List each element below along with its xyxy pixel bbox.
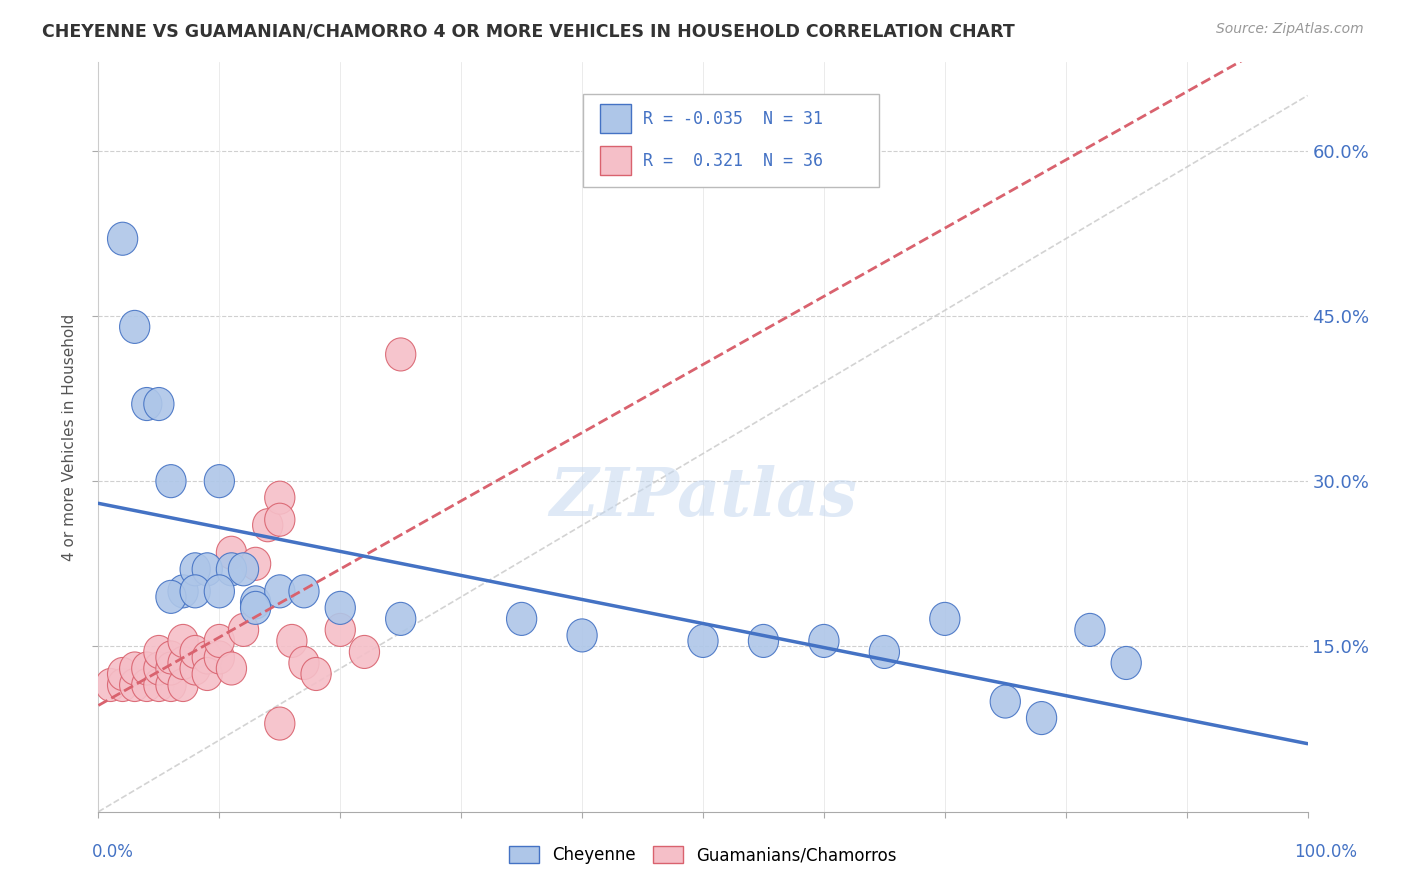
Ellipse shape (217, 652, 246, 685)
Ellipse shape (204, 624, 235, 657)
Ellipse shape (264, 503, 295, 536)
Ellipse shape (120, 310, 150, 343)
Ellipse shape (193, 553, 222, 586)
Ellipse shape (167, 668, 198, 701)
Ellipse shape (217, 536, 246, 569)
Ellipse shape (132, 668, 162, 701)
Ellipse shape (929, 602, 960, 635)
Ellipse shape (688, 624, 718, 657)
Ellipse shape (1074, 614, 1105, 647)
Ellipse shape (156, 668, 186, 701)
Ellipse shape (167, 647, 198, 680)
Ellipse shape (301, 657, 332, 690)
Ellipse shape (325, 591, 356, 624)
Ellipse shape (180, 635, 211, 668)
Ellipse shape (385, 338, 416, 371)
Ellipse shape (120, 652, 150, 685)
Text: R =  0.321  N = 36: R = 0.321 N = 36 (643, 152, 823, 169)
Ellipse shape (288, 574, 319, 607)
Ellipse shape (132, 652, 162, 685)
Ellipse shape (180, 574, 211, 607)
Text: 0.0%: 0.0% (91, 843, 134, 861)
Ellipse shape (156, 641, 186, 674)
Legend: Cheyenne, Guamanians/Chamorros: Cheyenne, Guamanians/Chamorros (502, 839, 904, 871)
Text: ZIPatlas: ZIPatlas (550, 465, 856, 530)
Ellipse shape (385, 602, 416, 635)
Ellipse shape (107, 222, 138, 255)
Ellipse shape (193, 641, 222, 674)
Ellipse shape (506, 602, 537, 635)
Ellipse shape (228, 614, 259, 647)
Ellipse shape (1111, 647, 1142, 680)
Ellipse shape (240, 591, 271, 624)
Text: 100.0%: 100.0% (1294, 843, 1357, 861)
Ellipse shape (167, 574, 198, 607)
Text: CHEYENNE VS GUAMANIAN/CHAMORRO 4 OR MORE VEHICLES IN HOUSEHOLD CORRELATION CHART: CHEYENNE VS GUAMANIAN/CHAMORRO 4 OR MORE… (42, 22, 1015, 40)
Ellipse shape (96, 668, 125, 701)
Ellipse shape (990, 685, 1021, 718)
Ellipse shape (808, 624, 839, 657)
Ellipse shape (180, 652, 211, 685)
Ellipse shape (748, 624, 779, 657)
Ellipse shape (567, 619, 598, 652)
Ellipse shape (193, 657, 222, 690)
Ellipse shape (156, 465, 186, 498)
Ellipse shape (1026, 701, 1057, 735)
Ellipse shape (869, 635, 900, 668)
Text: Source: ZipAtlas.com: Source: ZipAtlas.com (1216, 22, 1364, 37)
Ellipse shape (288, 647, 319, 680)
Ellipse shape (107, 668, 138, 701)
Ellipse shape (143, 668, 174, 701)
Ellipse shape (204, 641, 235, 674)
Ellipse shape (143, 652, 174, 685)
Ellipse shape (277, 624, 307, 657)
Ellipse shape (156, 581, 186, 614)
Ellipse shape (240, 586, 271, 619)
Ellipse shape (167, 624, 198, 657)
Y-axis label: 4 or more Vehicles in Household: 4 or more Vehicles in Household (62, 313, 77, 561)
Ellipse shape (204, 574, 235, 607)
Ellipse shape (349, 635, 380, 668)
Ellipse shape (143, 635, 174, 668)
Ellipse shape (107, 657, 138, 690)
Ellipse shape (240, 548, 271, 581)
Ellipse shape (264, 574, 295, 607)
Ellipse shape (204, 465, 235, 498)
Ellipse shape (180, 553, 211, 586)
Ellipse shape (253, 508, 283, 541)
Ellipse shape (325, 614, 356, 647)
Ellipse shape (132, 387, 162, 420)
Ellipse shape (143, 387, 174, 420)
Ellipse shape (217, 553, 246, 586)
Ellipse shape (156, 652, 186, 685)
Ellipse shape (120, 668, 150, 701)
Text: R = -0.035  N = 31: R = -0.035 N = 31 (643, 110, 823, 128)
Ellipse shape (228, 553, 259, 586)
Ellipse shape (264, 481, 295, 514)
Ellipse shape (264, 707, 295, 740)
